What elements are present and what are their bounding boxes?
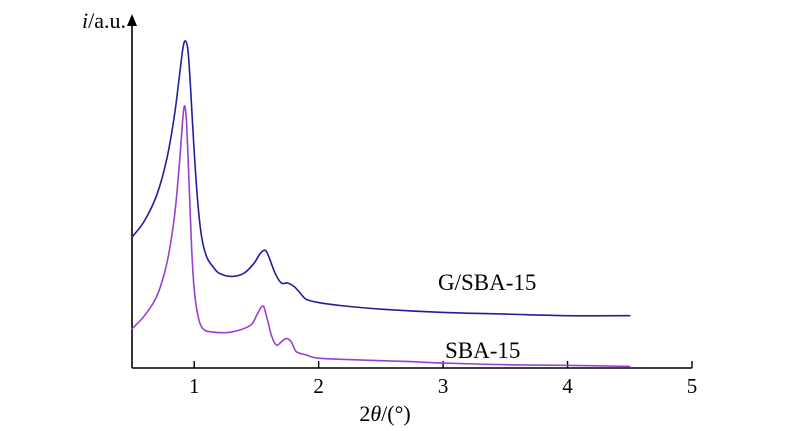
series-layer: [131, 40, 631, 368]
x-tick-label: 4: [562, 374, 573, 398]
x-tick-label: 2: [313, 374, 324, 398]
axes: [127, 14, 693, 369]
y-axis-var: i: [82, 8, 88, 33]
series-line-sba-15: [131, 105, 631, 368]
series-label-g-sba-15: G/SBA-15: [438, 270, 536, 295]
x-axis-var-coef: 2: [359, 401, 370, 426]
x-tick-label: 1: [189, 374, 200, 398]
series-label-sba-15: SBA-15: [445, 338, 520, 363]
x-axis-var-symbol: θ: [370, 401, 381, 426]
y-axis-arrow: [127, 14, 137, 26]
x-axis-label: 2θ/(°): [359, 401, 410, 426]
x-axis-unit: /(°): [381, 401, 411, 426]
x-tick-label: 5: [687, 374, 698, 398]
x-axis-var: 2θ: [359, 401, 381, 426]
x-tick-label: 3: [438, 374, 449, 398]
series-line-g-sba-15: [131, 40, 631, 317]
y-axis-label: i/a.u.: [82, 8, 126, 33]
y-axis-unit: /a.u.: [88, 8, 126, 33]
